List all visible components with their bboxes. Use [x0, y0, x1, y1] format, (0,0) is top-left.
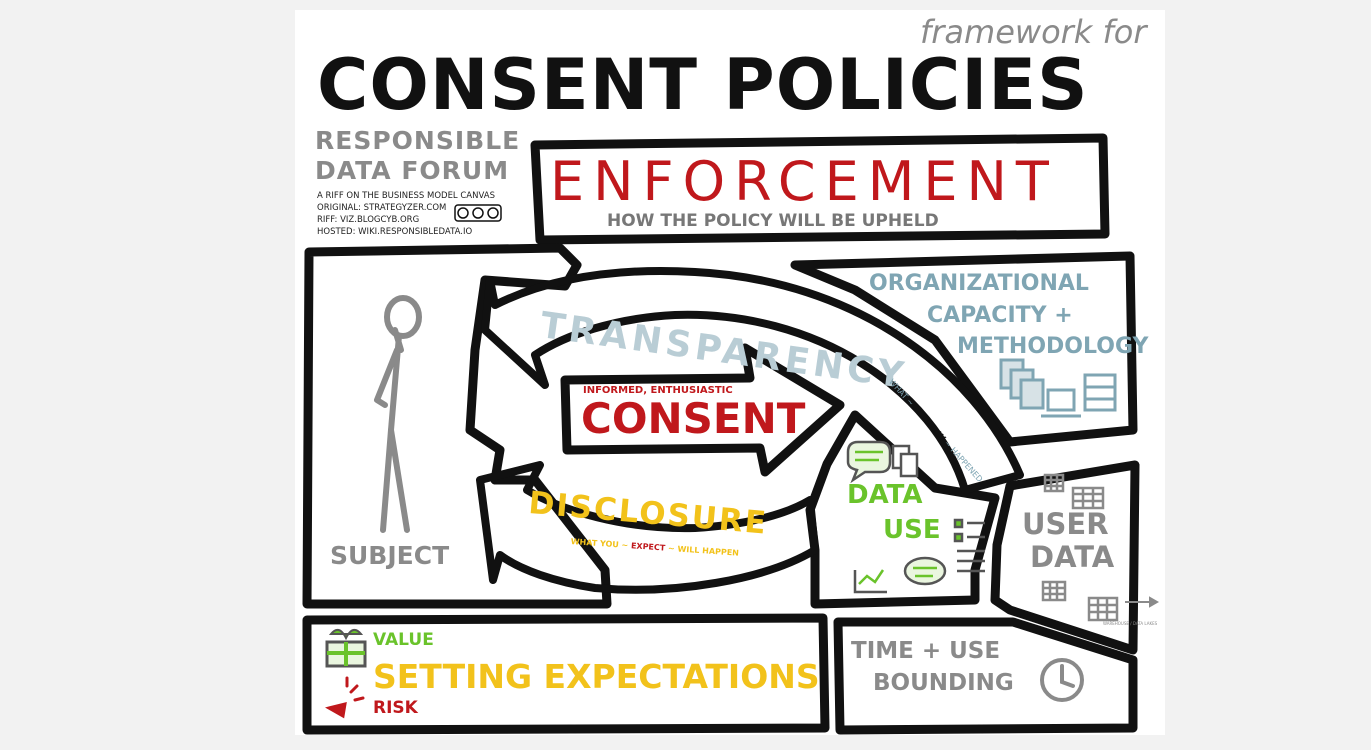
org-capacity-line3: METHODOLOGY: [957, 334, 1149, 359]
pretitle: framework for: [920, 13, 1147, 51]
data-use-line2: USE: [883, 515, 941, 545]
laptop-icon: [1041, 388, 1081, 418]
files-icon: [891, 444, 919, 478]
user-data-arrow-note: WAREHOUSE / DATA LAKES: [1103, 621, 1158, 626]
enforcement-subtitle: HOW THE POLICY WILL BE UPHELD: [607, 211, 939, 231]
org-name-line2: DATA FORUM: [315, 156, 510, 185]
bounding-line2: BOUNDING: [873, 670, 1014, 696]
credit-original: ORIGINAL: STRATEGYZER.COM: [317, 203, 447, 213]
bounding-line1: TIME + USE: [851, 638, 1001, 664]
user-data-line2: DATA: [1030, 540, 1115, 574]
expectations-box: [302, 613, 830, 735]
consent-title: CONSENT: [581, 394, 806, 443]
credit-hosted: HOSTED: WIKI.RESPONSIBLEDATA.IO: [317, 227, 473, 237]
user-data-export-arrow-icon: [1125, 596, 1160, 608]
documents-icon: [999, 358, 1045, 410]
value-label: VALUE: [373, 630, 434, 650]
user-data-line1: USER: [1022, 507, 1109, 541]
subject-box: [302, 243, 612, 609]
consent-pretitle: INFORMED, ENTHUSIASTIC: [583, 385, 733, 396]
spreadsheet-icon: [1041, 473, 1119, 622]
gift-icon: [325, 628, 367, 668]
credit-riff-url: RIFF: VIZ.BLOGCYB.ORG: [317, 215, 420, 225]
disclosure-arrow: [476, 461, 819, 594]
expectations-title: SETTING EXPECTATIONS: [373, 657, 820, 696]
risk-icon: [325, 676, 365, 719]
consent-policies-canvas: framework for CONSENT POLICIES RESPONSIB…: [295, 10, 1165, 735]
org-name-line1: RESPONSIBLE: [315, 126, 521, 155]
subject-figure-icon: [374, 295, 422, 533]
transparency-arrow: [481, 267, 1024, 494]
org-capacity-box: [790, 251, 1138, 447]
cc-by-sa-icon: [454, 204, 502, 222]
enforcement-box: [530, 133, 1110, 245]
checklist-icon: [953, 518, 964, 543]
line-chart-icon: [853, 569, 887, 594]
credit-riff: A RIFF ON THE BUSINESS MODEL CANVAS: [317, 191, 495, 201]
clock-icon: [1040, 658, 1084, 702]
shelves-icon: [1083, 373, 1117, 412]
data-use-line1: DATA: [847, 480, 923, 510]
canvas-drawing: [302, 133, 1160, 735]
user-data-box: [990, 460, 1140, 655]
enforcement-title: ENFORCEMENT: [550, 150, 1058, 213]
page-title: CONSENT POLICIES: [317, 44, 1089, 126]
risk-label: RISK: [373, 698, 418, 718]
bounding-box: [833, 617, 1138, 735]
org-capacity-line2: CAPACITY +: [927, 303, 1073, 328]
subject-label: SUBJECT: [330, 541, 450, 570]
org-capacity-line1: ORGANIZATIONAL: [869, 271, 1089, 296]
speech-bubble-icon: [903, 556, 947, 586]
consent-arrow: [560, 343, 845, 477]
